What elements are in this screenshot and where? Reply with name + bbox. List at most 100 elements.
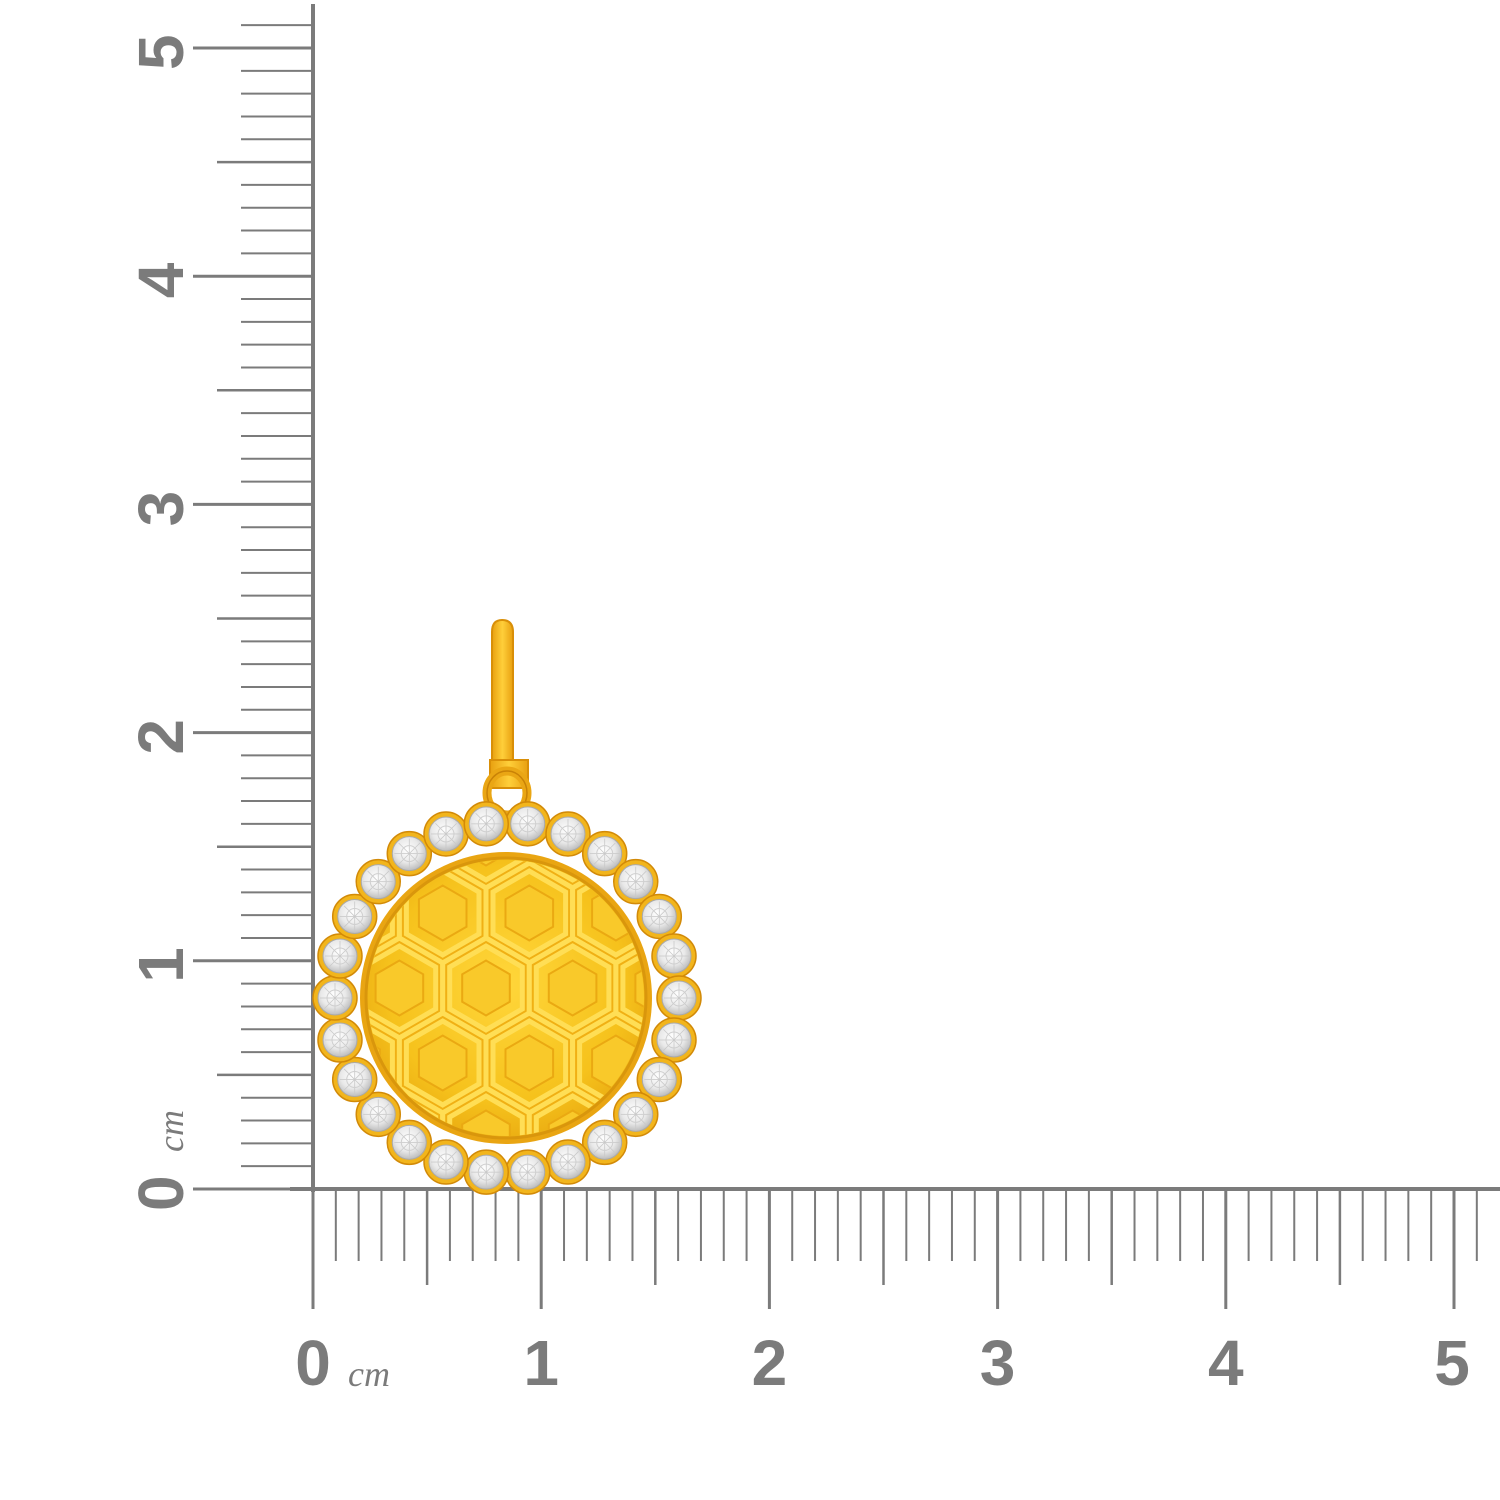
vertical-unit-label: cm <box>151 1110 191 1152</box>
hex-cell <box>793 942 873 1034</box>
horizontal-ruler: 0 1 2 3 4 5 cm <box>290 1187 1500 1399</box>
stone <box>636 893 683 940</box>
hex-cell <box>368 1010 402 1116</box>
hex-cell <box>440 1085 532 1136</box>
pendant <box>100 618 916 1334</box>
vertical-ruler-labels: 0 1 2 3 4 5 <box>125 34 197 1211</box>
hex-cell <box>316 1167 396 1259</box>
y-tick-label: 0 <box>125 1175 197 1211</box>
hex-cell <box>663 717 743 809</box>
hex-cell <box>706 1092 786 1184</box>
x-tick-label: 1 <box>523 1327 559 1399</box>
hex-cell <box>836 1017 916 1109</box>
x-tick-label: 4 <box>1208 1327 1244 1399</box>
stone <box>581 830 628 877</box>
hex-cell <box>360 642 440 734</box>
hex-cell <box>446 1242 526 1334</box>
hex-cell <box>749 1167 829 1259</box>
hex-cell <box>230 1167 310 1259</box>
horizontal-ruler-ticks <box>311 1189 1478 1309</box>
stone <box>317 933 363 979</box>
stone <box>386 830 433 877</box>
hex-cell <box>483 1010 576 1116</box>
stone <box>651 933 697 979</box>
hex-cell <box>619 1242 699 1334</box>
hex-cell <box>316 717 396 809</box>
hex-cell <box>576 1167 656 1259</box>
horizontal-ruler-labels: 0 1 2 3 4 5 <box>295 1327 1470 1399</box>
stone <box>355 858 402 905</box>
hex-cell <box>100 1242 180 1334</box>
stone <box>423 1139 469 1185</box>
hex-cell <box>533 1242 613 1334</box>
hex-cell <box>186 1242 266 1334</box>
hex-cell <box>483 860 576 966</box>
stone <box>636 1056 683 1103</box>
stone <box>317 1017 363 1063</box>
hex-cell <box>533 642 613 734</box>
y-tick-label: 3 <box>125 491 197 527</box>
hex-cell <box>440 860 532 891</box>
x-tick-label: 0 <box>295 1327 331 1399</box>
hex-cell <box>143 867 223 959</box>
stone <box>331 893 378 940</box>
hex-cell <box>100 792 180 884</box>
x-tick-label: 2 <box>752 1327 788 1399</box>
stone <box>612 858 659 905</box>
hex-cell <box>793 792 873 884</box>
stone <box>423 811 469 857</box>
hex-cell <box>706 942 786 1034</box>
horizontal-unit-label: cm <box>348 1354 390 1394</box>
hex-cell <box>749 717 829 809</box>
stone <box>463 1149 510 1195</box>
hex-cell <box>368 935 446 1041</box>
y-tick-label: 5 <box>125 34 197 70</box>
hex-cell <box>186 942 266 1034</box>
hex-cell <box>793 1092 873 1184</box>
stone <box>355 1091 402 1138</box>
hex-cell <box>576 717 656 809</box>
stone <box>463 801 510 847</box>
stone <box>581 1119 628 1166</box>
stone <box>656 975 702 1021</box>
y-tick-label: 4 <box>125 262 197 298</box>
vertical-ruler-ticks <box>193 24 313 1191</box>
hex-cell <box>526 935 619 1041</box>
stone <box>386 1119 433 1166</box>
hex-cell <box>613 935 644 1041</box>
hex-cell <box>706 642 786 734</box>
hex-cell <box>186 1092 266 1184</box>
stone <box>312 975 358 1021</box>
stone <box>651 1017 697 1063</box>
hex-cell <box>749 1017 829 1109</box>
hex-cell <box>230 1017 310 1109</box>
stone <box>545 811 591 857</box>
hex-cell <box>836 717 916 809</box>
y-tick-label: 2 <box>125 719 197 755</box>
hex-cell <box>403 717 483 809</box>
stone <box>545 1139 591 1185</box>
hex-cell <box>186 642 266 734</box>
hex-cell <box>396 1010 489 1116</box>
x-tick-label: 5 <box>1434 1327 1470 1399</box>
hex-cell <box>230 717 310 809</box>
hex-cell <box>706 792 786 884</box>
hex-cell <box>440 935 532 1041</box>
hex-cell <box>749 867 829 959</box>
vertical-ruler: 0 1 2 3 4 5 cm <box>125 4 315 1211</box>
stone <box>504 1149 551 1195</box>
hex-cell <box>143 1017 223 1109</box>
hex-cell <box>619 642 699 734</box>
stone <box>504 801 551 847</box>
x-tick-label: 3 <box>980 1327 1016 1399</box>
stone <box>331 1056 378 1103</box>
hex-cell <box>793 642 873 734</box>
stone <box>612 1091 659 1138</box>
hex-cell <box>663 1167 743 1259</box>
hex-cell <box>836 867 916 959</box>
pendant-bail <box>482 618 532 820</box>
hex-cell <box>230 867 310 959</box>
y-tick-label: 1 <box>125 947 197 983</box>
hex-cell <box>836 1167 916 1259</box>
